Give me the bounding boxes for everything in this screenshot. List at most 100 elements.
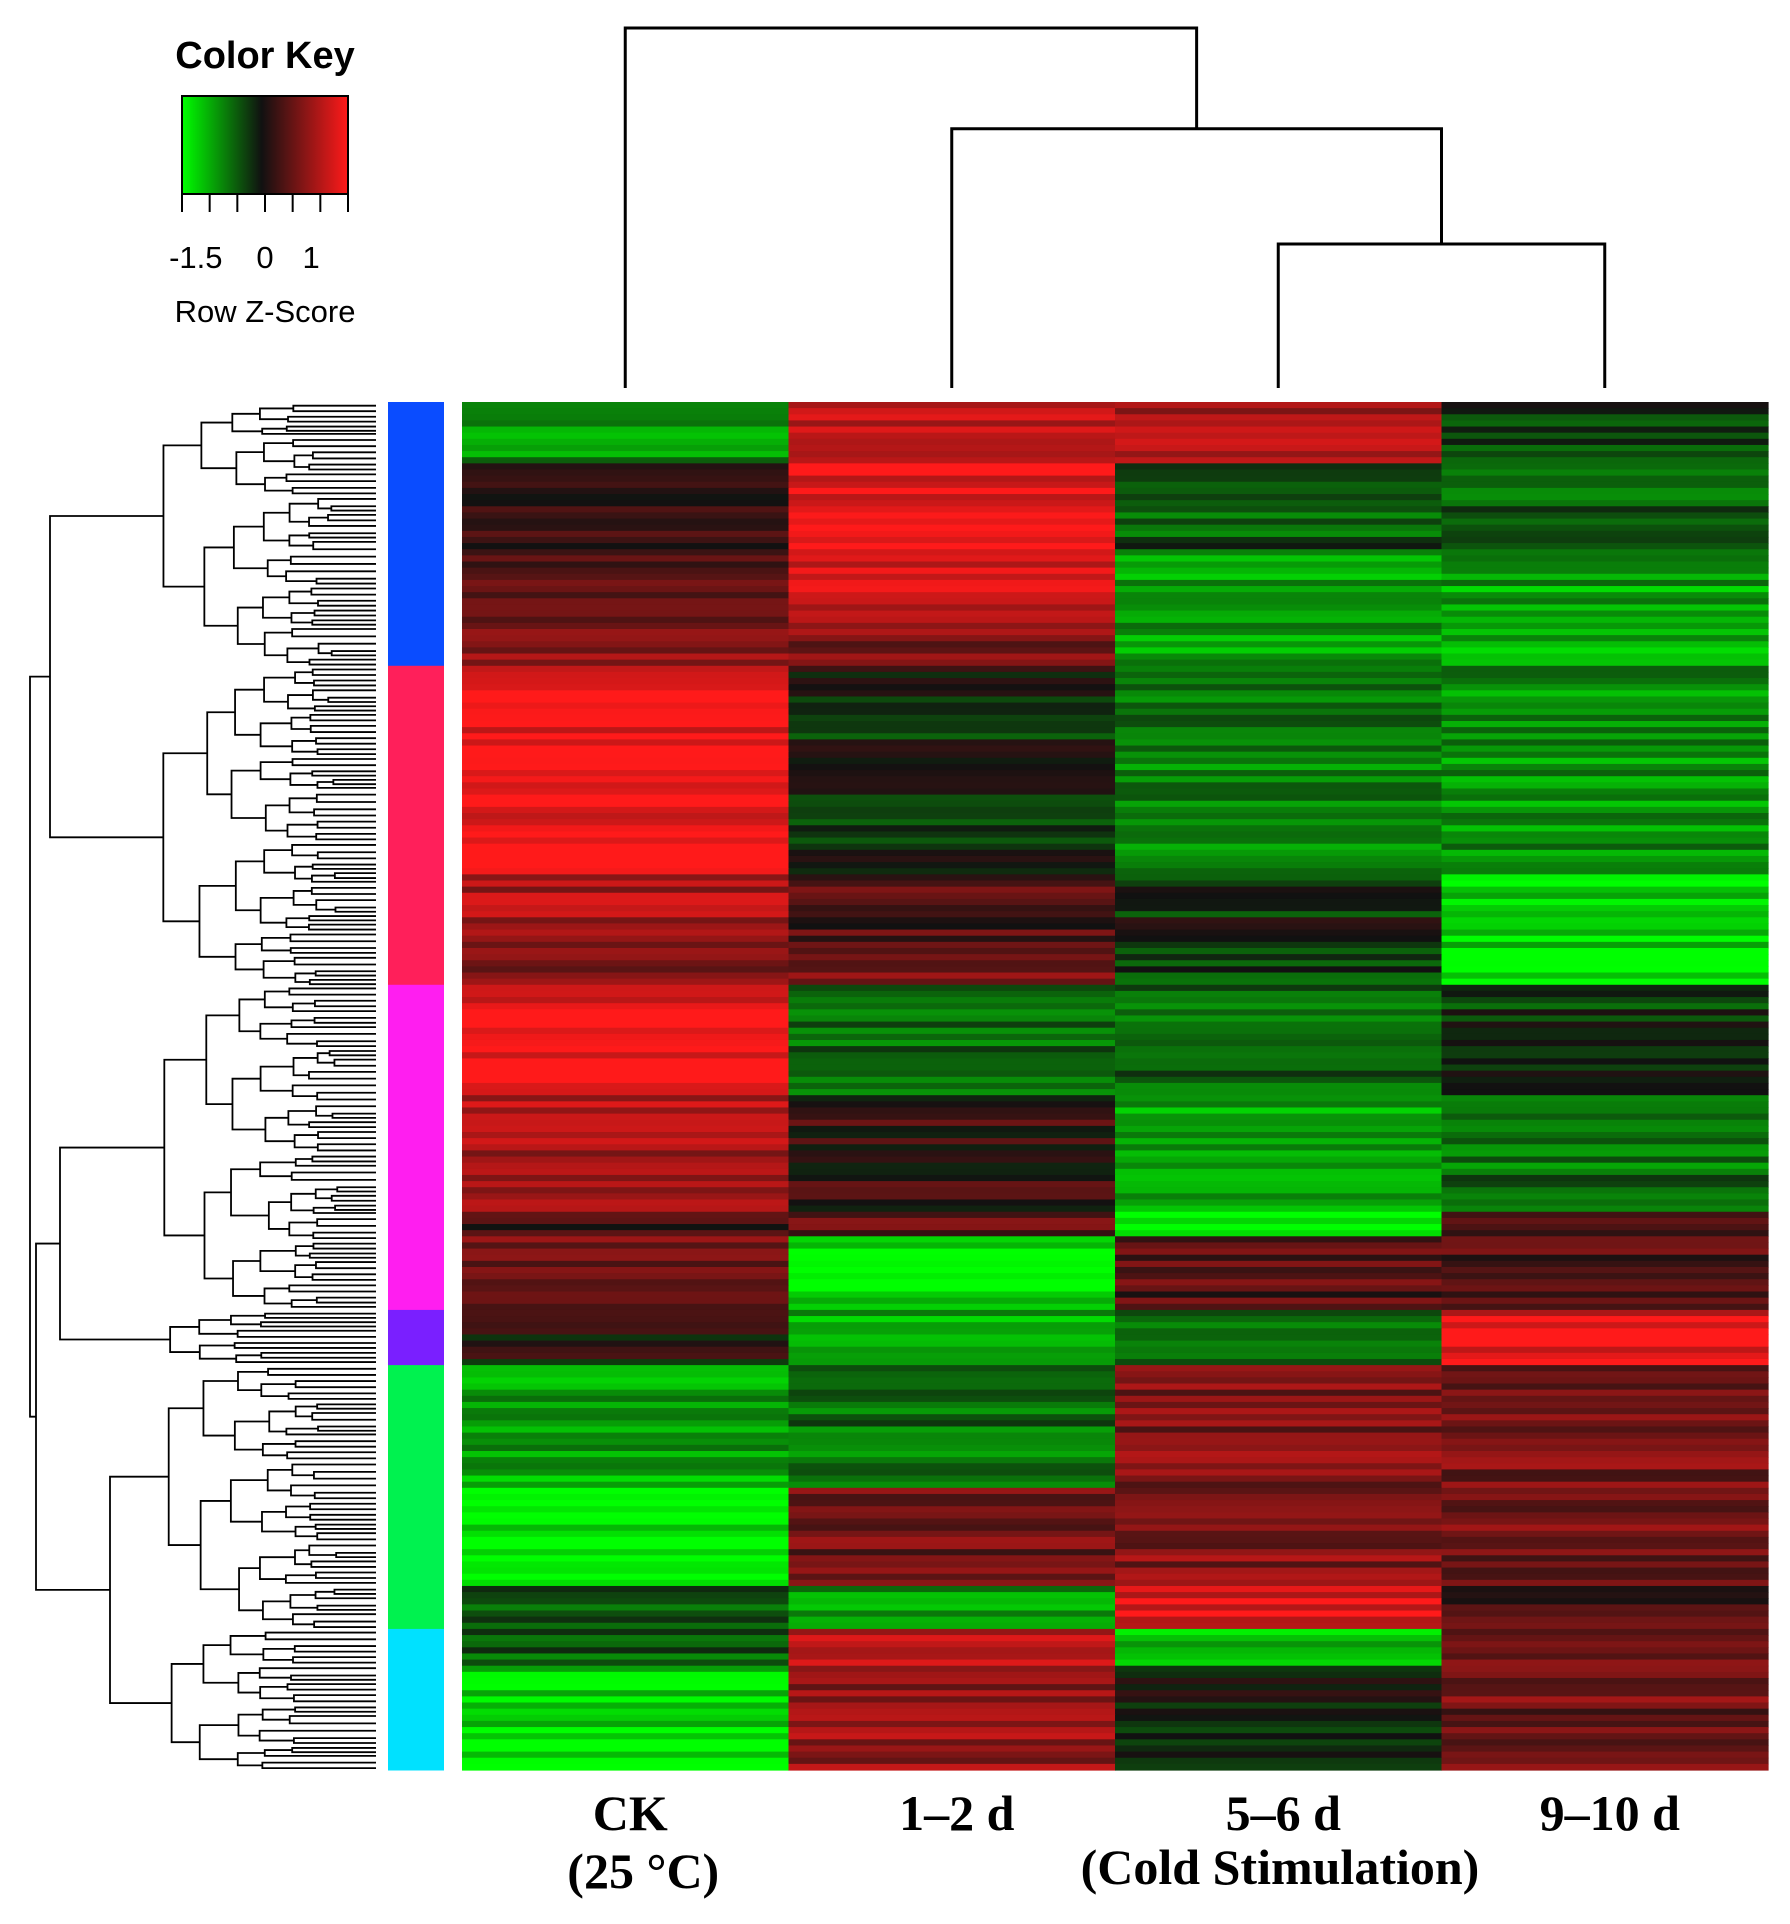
heatmap-cell [1115,1027,1443,1035]
dendrogram-branch [312,540,376,551]
heatmap-cell [788,954,1116,961]
heatmap-cell [1441,475,1769,483]
heatmap-cell [788,1720,1116,1728]
heatmap-cell [462,1714,790,1722]
heatmap-cell [462,1095,790,1102]
column-dendrogram [623,26,1607,388]
heatmap-cell [1115,1598,1443,1605]
heatmap-cell [1115,1046,1443,1053]
dendrogram-branch [334,906,376,913]
column-label: 9–10 d [1540,1785,1681,1841]
heatmap-cell [1441,426,1769,434]
heatmap-cell [462,579,790,587]
heatmap-cell [788,696,1116,704]
heatmap-cell [788,978,1116,986]
heatmap-cell [788,1500,1116,1507]
dendrogram-branch [263,1287,292,1305]
heatmap-cell [462,1113,790,1121]
dendrogram-branch [316,1040,376,1048]
heatmap-cell [1441,1266,1769,1274]
heatmap-cell [1441,610,1769,618]
heatmap-cell [462,481,790,489]
heatmap-cell [1441,1377,1769,1385]
heatmap-cell [462,1199,790,1207]
heatmap-cell [788,757,1116,765]
heatmap-cell [1441,1119,1769,1127]
heatmap-cell [1115,1500,1443,1507]
color-key-label: Row Z-Score [175,294,356,329]
dendrogram-branch [623,26,1199,388]
dendrogram-branch [331,1112,376,1119]
heatmap-cell [788,1316,1116,1323]
heatmap-cell [462,1518,790,1526]
dendrogram-branch [313,808,376,817]
dendrogram-branch [316,820,376,829]
heatmap-cell [1115,1720,1443,1728]
dendrogram-branch [235,451,266,486]
dendrogram-branch [289,947,376,954]
dendrogram-branch [288,590,319,605]
dendrogram-branch [308,915,376,922]
dendrogram-branch [315,832,376,841]
heatmap-cell [788,714,1116,722]
dendrogram-branch [264,804,290,832]
heatmap-cell [1441,1009,1769,1017]
heatmap-cell [1115,1702,1443,1710]
heatmap-cell [1115,1751,1443,1759]
dendrogram-branch [294,671,314,684]
dendrogram-branch [203,1191,234,1280]
dendrogram-branch [237,1713,263,1737]
heatmap-cell [1441,813,1769,820]
heatmap-cell [1115,616,1443,624]
dendrogram-branch [205,1014,240,1105]
heatmap-cell [1441,1543,1769,1550]
heatmap-cell [1441,1101,1769,1109]
heatmap-cell [1441,1628,1769,1636]
cluster-bar-segment [388,665,444,986]
heatmap-cell [1115,1119,1443,1127]
heatmap-cell [1115,1708,1443,1716]
dendrogram-branch [316,1143,376,1152]
dendrogram-branch [291,486,376,495]
dendrogram-branch [313,1620,376,1628]
heatmap-cell [462,1481,790,1489]
heatmap-cell [462,1125,790,1133]
cluster-bar-segment [388,1628,444,1771]
heatmap-cell [462,1616,790,1624]
heatmap-cell [1441,586,1769,593]
heatmap-cell [1115,929,1443,937]
heatmap-cell [788,1457,1116,1464]
heatmap-cell [462,426,790,434]
heatmap-cell [1441,451,1769,458]
heatmap-cell [462,1132,790,1139]
heatmap-cell [788,941,1116,949]
heatmap-cell [788,481,1116,489]
heatmap-cell [1115,1475,1443,1483]
dendrogram-branch [263,631,293,657]
heatmap-cell [788,1610,1116,1618]
heatmap-cell [1441,1291,1769,1299]
heatmap-cell [788,1346,1116,1354]
heatmap-cell [1441,1107,1769,1115]
heatmap-cell [1115,757,1443,765]
heatmap-cell [462,1751,790,1759]
dendrogram-branch [258,1729,376,1742]
heatmap-cell [1441,1708,1769,1716]
heatmap-cell [1441,463,1769,471]
cluster-bar-segment [388,1309,444,1366]
heatmap-cell [462,506,790,514]
heatmap-cell [788,1236,1116,1244]
heatmap-cell [462,1285,790,1293]
heatmap-cell [462,432,790,440]
heatmap-cell [788,1567,1116,1575]
dendrogram-branch [288,1221,318,1237]
dendrogram-branch [291,1084,376,1098]
heatmap-cell [1115,1573,1443,1581]
heatmap-cell [1441,1205,1769,1213]
heatmap-cell [1441,1585,1769,1593]
heatmap-cell [1441,598,1769,606]
heatmap-cell [788,506,1116,514]
heatmap-cell [1115,1211,1443,1219]
heatmap-cell [1441,1426,1769,1434]
heatmap-cell [788,1113,1116,1121]
